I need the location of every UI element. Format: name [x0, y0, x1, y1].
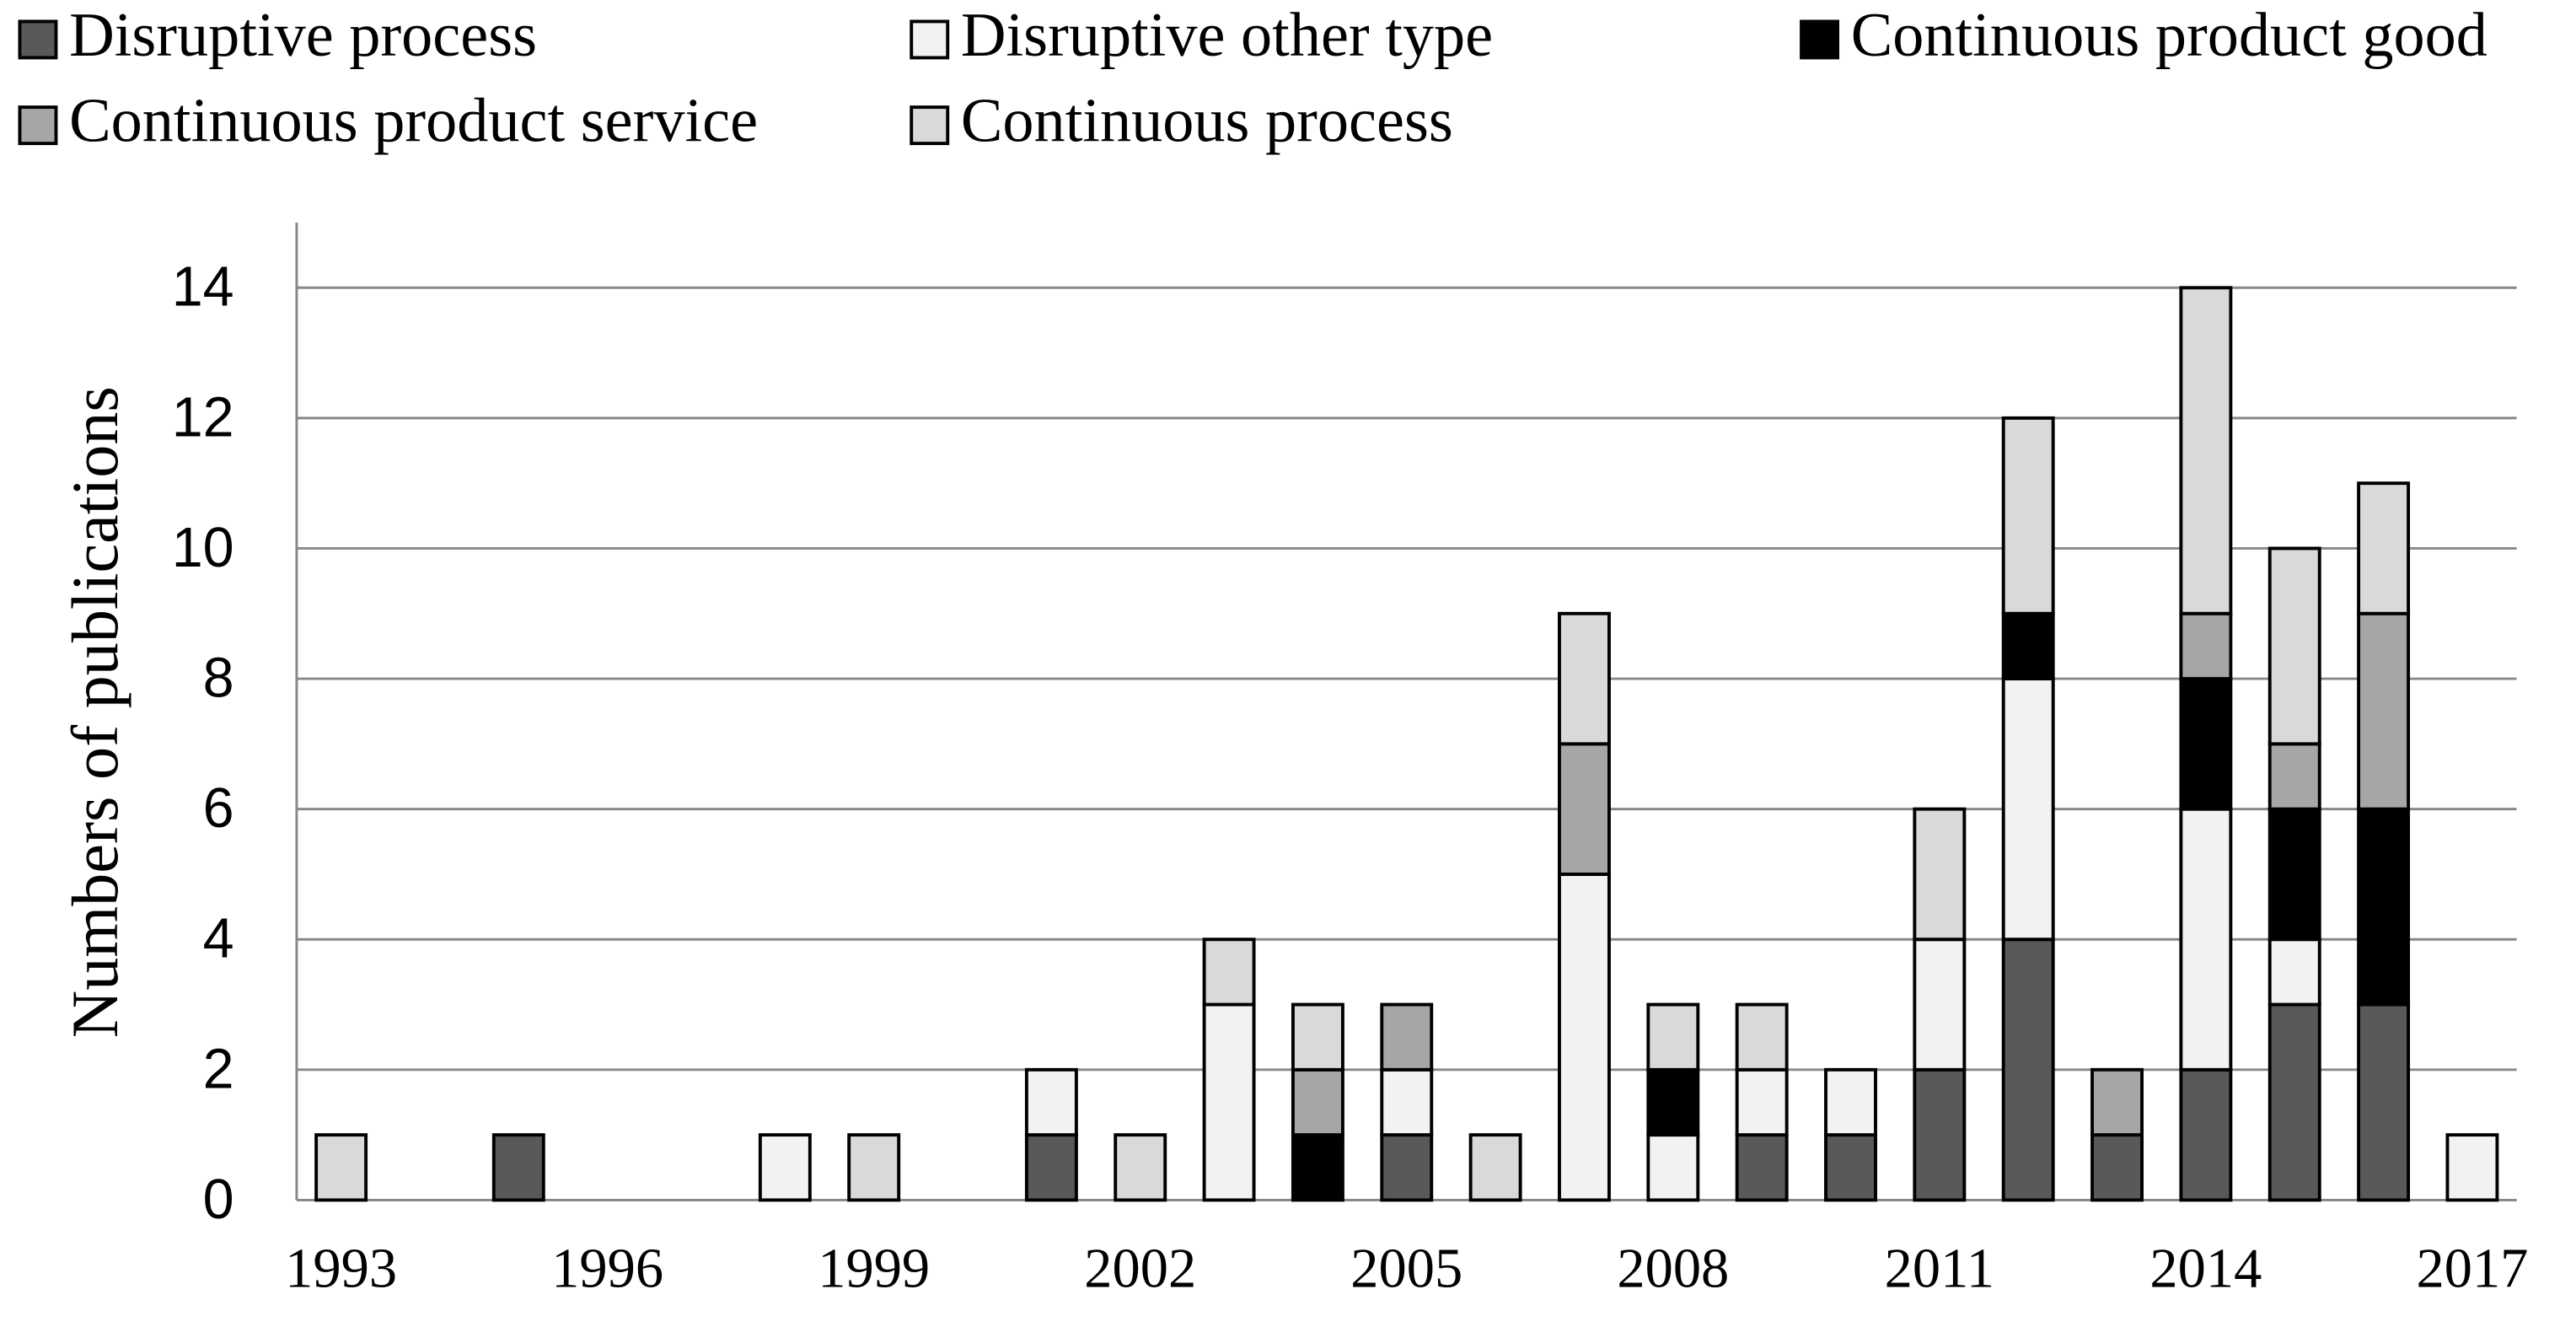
- bar-segment: [2445, 1133, 2499, 1202]
- bar-segment: [2357, 1002, 2411, 1202]
- x-tick-label: 2002: [1084, 1238, 1196, 1300]
- bar-segment: [1913, 1067, 1967, 1202]
- y-tick-label: 2: [203, 1038, 234, 1100]
- bar-segment: [2179, 677, 2233, 811]
- bar-segment: [1735, 1133, 1789, 1202]
- legend-swatch: [1800, 19, 1840, 60]
- legend-swatch: [18, 105, 58, 146]
- bar-segment: [2267, 546, 2321, 746]
- bar-segment: [1380, 1067, 1434, 1137]
- bar-segment: [2179, 1067, 2233, 1202]
- bar-segment: [1735, 1067, 1789, 1137]
- bar-segment: [847, 1133, 901, 1202]
- bar-segment: [2357, 481, 2411, 615]
- bar-segment: [1202, 1002, 1256, 1202]
- legend-label: Disruptive other type: [961, 1, 1493, 70]
- bar-segment: [314, 1133, 368, 1202]
- bar-segment: [1735, 1002, 1789, 1072]
- bar-segment: [1114, 1133, 1167, 1202]
- bar-segment: [2179, 807, 2233, 1072]
- legend-swatch: [18, 19, 58, 60]
- bar-segment: [1291, 1067, 1344, 1137]
- bar-segment: [2090, 1067, 2144, 1137]
- bar-segment: [2267, 807, 2321, 942]
- y-tick-label: 14: [172, 256, 234, 319]
- bar-segment: [2357, 611, 2411, 811]
- legend-label: Continuous product good: [1851, 1, 2487, 70]
- legend-label: Continuous product service: [69, 87, 758, 156]
- bar-segment: [1024, 1133, 1078, 1202]
- bar-segment: [1202, 937, 1256, 1007]
- bar-segment: [1558, 742, 1611, 876]
- bar-segment: [491, 1133, 545, 1202]
- x-tick-label: 2005: [1350, 1238, 1462, 1300]
- x-tick-label: 2017: [2416, 1238, 2528, 1300]
- x-tick-label: 2014: [2149, 1238, 2262, 1300]
- x-tick-label: 2008: [1617, 1238, 1729, 1300]
- y-tick-label: 6: [203, 777, 234, 840]
- bar-segment: [2267, 1002, 2321, 1202]
- bar-segment: [2090, 1133, 2144, 1202]
- bar-segment: [1646, 1002, 1700, 1072]
- y-tick-label: 8: [203, 647, 234, 710]
- y-tick-label: 4: [203, 908, 234, 970]
- bar-segment: [1024, 1067, 1078, 1137]
- bar-segment: [2001, 416, 2055, 615]
- bar-segment: [1291, 1133, 1344, 1202]
- x-tick-label: 1993: [285, 1238, 397, 1300]
- bar-segment: [2001, 937, 2055, 1202]
- legend-label: Disruptive process: [69, 1, 537, 70]
- bar-segment: [2001, 677, 2055, 942]
- bar-segment: [1824, 1067, 1877, 1137]
- bar-segment: [1646, 1133, 1700, 1202]
- bar-segment: [2179, 611, 2233, 681]
- bar-segment: [2001, 611, 2055, 681]
- bar-segment: [1824, 1133, 1877, 1202]
- bar-segment: [1468, 1133, 1522, 1202]
- bar-segment: [2267, 742, 2321, 811]
- bar-segment: [758, 1133, 812, 1202]
- bar-segment: [2357, 807, 2411, 1007]
- x-tick-label: 2011: [1885, 1238, 1994, 1300]
- y-axis-title: Numbers of publications: [58, 386, 131, 1038]
- bar-segment: [1291, 1002, 1344, 1072]
- bar-segment: [1558, 872, 1611, 1202]
- y-tick-label: 0: [203, 1169, 234, 1231]
- y-tick-label: 10: [172, 517, 234, 579]
- bar-segment: [2267, 937, 2321, 1007]
- bar-segment: [1913, 807, 1967, 942]
- y-tick-label: 12: [172, 386, 234, 449]
- legend-label: Continuous process: [961, 87, 1453, 156]
- bar-segment: [1913, 937, 1967, 1072]
- bar-segment: [1646, 1067, 1700, 1137]
- bar-segment: [1380, 1133, 1434, 1202]
- x-tick-label: 1999: [818, 1238, 930, 1300]
- bar-segment: [2179, 286, 2233, 615]
- bar-segment: [1380, 1002, 1434, 1072]
- legend-swatch: [910, 105, 950, 146]
- x-tick-label: 1996: [551, 1238, 663, 1300]
- legend-swatch: [910, 19, 950, 60]
- bar-segment: [1558, 611, 1611, 746]
